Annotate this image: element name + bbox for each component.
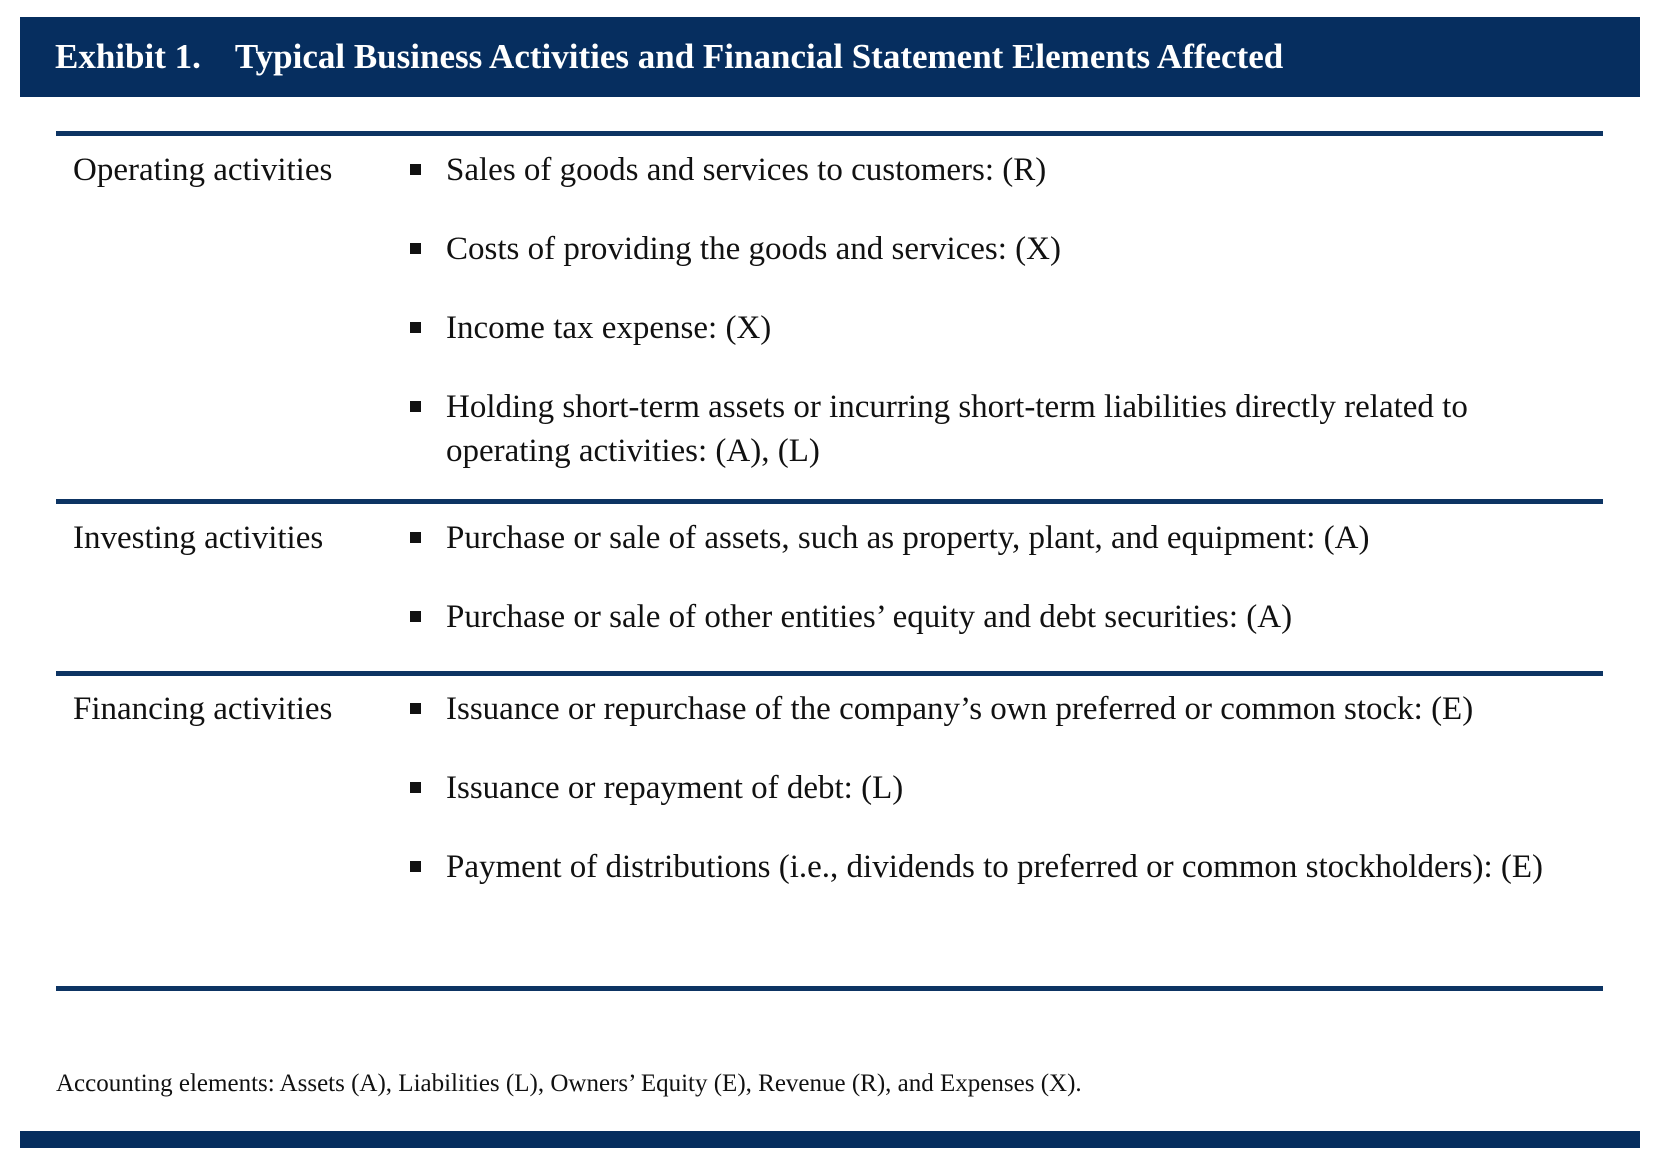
list-item-text: Purchase or sale of other entities’ equi… (446, 599, 1293, 635)
exhibit-number: Exhibit 1. (55, 37, 201, 76)
square-bullet-icon (410, 164, 421, 175)
list-item-text: Issuance or repurchase of the company’s … (446, 691, 1474, 727)
list-item: Costs of providing the goods and service… (410, 227, 1600, 271)
category-label: Investing activities (73, 520, 324, 556)
category-label: Financing activities (73, 691, 333, 727)
list-item-text: Holding short-term assets or incurring s… (446, 389, 1468, 469)
square-bullet-icon (410, 401, 421, 412)
list-item: Payment of distributions (i.e., dividend… (410, 845, 1600, 889)
list-item-text: Payment of distributions (i.e., dividend… (446, 849, 1544, 885)
list-item: Purchase or sale of other entities’ equi… (410, 595, 1600, 639)
list-item: Sales of goods and services to customers… (410, 148, 1600, 192)
accounting-elements-footnote: Accounting elements: Assets (A), Liabili… (56, 1070, 1082, 1097)
square-bullet-icon (410, 703, 421, 714)
square-bullet-icon (410, 243, 421, 254)
category-label: Operating activities (73, 152, 333, 188)
activity-list: Sales of goods and services to customers… (410, 148, 1600, 473)
section-divider-rule (56, 499, 1603, 504)
table-top-rule (56, 131, 1603, 136)
list-item: Issuance or repayment of debt: (L) (410, 766, 1600, 810)
square-bullet-icon (410, 532, 421, 543)
footer-bar (20, 1131, 1640, 1148)
list-item: Purchase or sale of assets, such as prop… (410, 516, 1600, 560)
activity-list: Issuance or repurchase of the company’s … (410, 687, 1600, 889)
activity-list: Purchase or sale of assets, such as prop… (410, 516, 1600, 639)
section-divider-rule (56, 671, 1603, 676)
exhibit-title: Typical Business Activities and Financia… (234, 37, 1284, 76)
square-bullet-icon (410, 861, 421, 872)
square-bullet-icon (410, 322, 421, 333)
list-item: Issuance or repurchase of the company’s … (410, 687, 1600, 731)
list-item-text: Issuance or repayment of debt: (L) (446, 770, 904, 806)
table-bottom-rule (56, 986, 1603, 991)
list-item-text: Costs of providing the goods and service… (446, 231, 1061, 267)
exhibit-header: Exhibit 1. Typical Business Activities a… (20, 17, 1640, 97)
list-item: Income tax expense: (X) (410, 306, 1600, 350)
list-item-text: Purchase or sale of assets, such as prop… (446, 520, 1370, 556)
square-bullet-icon (410, 782, 421, 793)
list-item-text: Sales of goods and services to customers… (446, 152, 1047, 188)
list-item-text: Income tax expense: (X) (446, 310, 772, 346)
square-bullet-icon (410, 611, 421, 622)
list-item: Holding short-term assets or incurring s… (410, 385, 1600, 473)
